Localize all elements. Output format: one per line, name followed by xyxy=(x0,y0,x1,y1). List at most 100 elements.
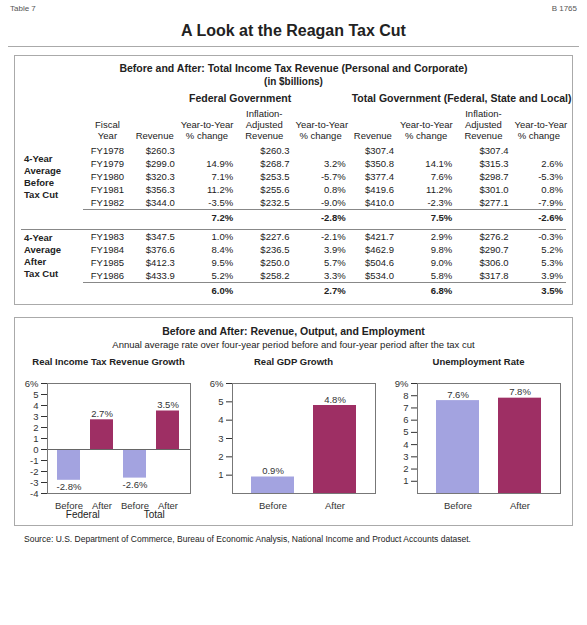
html-text:Year-to-Year: Year-to-Year xyxy=(400,119,453,130)
svg-text:Before: Before xyxy=(259,500,287,509)
svg-text:-2.6%: -2.6% xyxy=(123,479,148,490)
html-text:Adjusted: Adjusted xyxy=(464,119,502,130)
html-text:(in $billions): (in $billions) xyxy=(264,76,323,87)
html-text:Fiscal: Fiscal xyxy=(95,119,120,130)
html-text:% change: % change xyxy=(185,130,229,141)
svg-text:0: 0 xyxy=(33,444,38,455)
svg-text:5: 5 xyxy=(33,389,38,400)
svg-text:2.7%: 2.7% xyxy=(91,408,113,419)
svg-text:3: 3 xyxy=(403,451,408,462)
html-text:14.9%: 14.9% xyxy=(206,158,234,169)
html-text:Total Government (Federal, Sta: Total Government (Federal, State and Loc… xyxy=(351,92,572,104)
html-text:Year-to-Year: Year-to-Year xyxy=(514,119,568,130)
svg-text:After: After xyxy=(510,500,530,509)
svg-text:4: 4 xyxy=(218,414,223,425)
html-text:$253.5: $253.5 xyxy=(260,171,290,182)
html-text:11.2%: 11.2% xyxy=(206,184,234,195)
html-text:$260.3: $260.3 xyxy=(145,145,175,156)
html-text:$268.7: $268.7 xyxy=(260,158,290,169)
svg-text:Before: Before xyxy=(55,500,83,509)
html-text:FY1979: FY1979 xyxy=(90,158,125,169)
svg-text:2: 2 xyxy=(403,463,408,474)
html-text:After: After xyxy=(24,256,47,268)
html-text:$356.3: $356.3 xyxy=(145,184,175,195)
svg-text:-2.8%: -2.8% xyxy=(57,481,82,492)
svg-text:7: 7 xyxy=(403,402,408,413)
svg-text:1: 1 xyxy=(403,475,408,486)
svg-text:After: After xyxy=(92,500,112,509)
svg-text:7.6%: 7.6% xyxy=(447,389,469,400)
html-text:$307.4: $307.4 xyxy=(479,145,509,156)
html-text:Year-to-Year: Year-to-Year xyxy=(180,119,234,130)
html-text:4-Year: 4-Year xyxy=(24,152,53,164)
html-text:4-Year: 4-Year xyxy=(24,232,53,244)
html-text:Year: Year xyxy=(97,130,117,141)
html-text:Revenue: Revenue xyxy=(135,130,174,141)
html-text:-5.7%: -5.7% xyxy=(320,171,346,182)
svg-text:2: 2 xyxy=(33,422,38,433)
html-text:Tax Cut: Tax Cut xyxy=(24,268,59,280)
svg-text:2: 2 xyxy=(218,451,223,462)
svg-text:1: 1 xyxy=(218,469,223,480)
svg-text:6%: 6% xyxy=(25,378,39,389)
html-text:$307.4: $307.4 xyxy=(364,145,394,156)
svg-text:-4: -4 xyxy=(30,488,38,499)
svg-text:4.8%: 4.8% xyxy=(324,394,346,405)
html-text:Inflation-: Inflation- xyxy=(465,108,502,119)
svg-text:8: 8 xyxy=(403,390,408,401)
html-text:Inflation-: Inflation- xyxy=(246,108,283,119)
svg-text:1: 1 xyxy=(33,433,38,444)
html-text:$260.3: $260.3 xyxy=(260,145,290,156)
svg-text:Before: Before xyxy=(121,500,149,509)
html-text:FY1981: FY1981 xyxy=(90,184,125,195)
html-text:Average: Average xyxy=(24,164,62,176)
svg-text:6: 6 xyxy=(403,414,408,425)
svg-text:3.5%: 3.5% xyxy=(157,399,179,410)
html-text:14.1%: 14.1% xyxy=(425,158,453,169)
svg-text:0.9%: 0.9% xyxy=(262,465,284,476)
svg-text:After: After xyxy=(158,500,178,509)
html-text:$298.7: $298.7 xyxy=(479,171,509,182)
html-text:3.2%: 3.2% xyxy=(324,158,346,169)
svg-text:5: 5 xyxy=(403,426,408,437)
svg-text:9%: 9% xyxy=(395,378,409,389)
html-text:Revenue: Revenue xyxy=(464,130,503,141)
html-text:$315.3: $315.3 xyxy=(479,158,509,169)
svg-text:3: 3 xyxy=(33,411,38,422)
html-text:Federal Government: Federal Government xyxy=(189,92,292,104)
html-text:$299.0: $299.0 xyxy=(145,158,175,169)
html-text:Tax Cut: Tax Cut xyxy=(24,188,59,200)
html-text:Average: Average xyxy=(24,244,62,256)
html-text:$320.3: $320.3 xyxy=(145,171,175,182)
html-text:Revenue: Revenue xyxy=(245,130,284,141)
html-text:Before and After: Total Income: Before and After: Total Income Tax Reven… xyxy=(119,62,468,74)
svg-text:7.8%: 7.8% xyxy=(509,386,531,397)
svg-text:6%: 6% xyxy=(210,378,224,389)
svg-text:-3: -3 xyxy=(30,477,38,488)
html-text:7.6%: 7.6% xyxy=(430,171,453,182)
html-text:Before and After: Revenue, Out: Before and After: Revenue, Output, and E… xyxy=(162,325,425,337)
html-text:Revenue: Revenue xyxy=(353,130,392,141)
html-text:$377.4: $377.4 xyxy=(364,171,394,182)
svg-text:4: 4 xyxy=(33,400,38,411)
html-text:FY1980: FY1980 xyxy=(90,171,125,182)
html-text:7.1%: 7.1% xyxy=(211,171,234,182)
html-text:Before: Before xyxy=(24,176,55,188)
svg-text:-1: -1 xyxy=(30,455,38,466)
html-text:% change: % change xyxy=(405,130,448,141)
html-text:2.6%: 2.6% xyxy=(541,158,563,169)
svg-text:4: 4 xyxy=(403,439,408,450)
html-text:-5.3%: -5.3% xyxy=(538,171,563,182)
html-text:FY1978: FY1978 xyxy=(90,145,125,156)
svg-text:3: 3 xyxy=(218,433,223,444)
html-text:Year-to-Year: Year-to-Year xyxy=(295,119,349,130)
svg-text:Before: Before xyxy=(444,500,472,509)
html-text:$350.8: $350.8 xyxy=(364,158,394,169)
svg-text:After: After xyxy=(325,500,345,509)
html-text:Adjusted: Adjusted xyxy=(245,119,283,130)
html-text:A Look at the Reagan Tax Cut: A Look at the Reagan Tax Cut xyxy=(181,22,406,39)
svg-text:5: 5 xyxy=(218,396,223,407)
html-text:% change: % change xyxy=(517,130,560,141)
svg-text:-2: -2 xyxy=(30,466,38,477)
html-text:% change: % change xyxy=(299,130,342,141)
